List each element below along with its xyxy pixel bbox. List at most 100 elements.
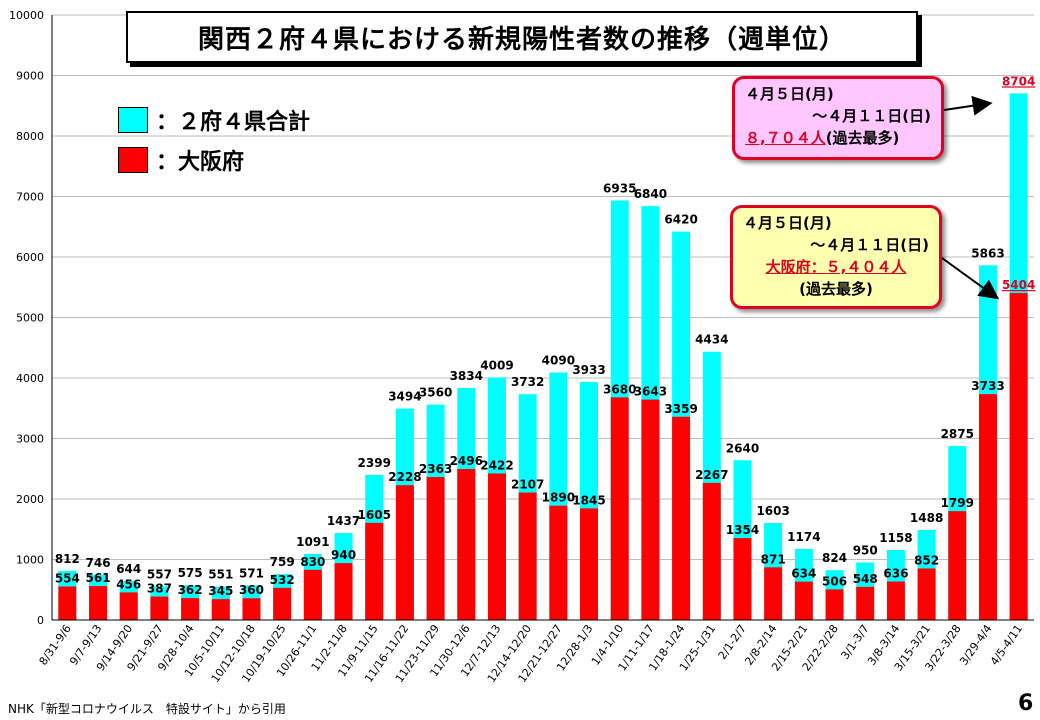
callout-osaka-date-end: ～４月１１日(日) xyxy=(810,236,929,254)
data-label-osaka: 554 xyxy=(55,571,80,585)
data-label-total: 1174 xyxy=(787,530,820,544)
callout-osaka-record: ４月５日(月) ～４月１１日(日) 大阪府：５,４０４人 (過去最多) xyxy=(730,205,942,309)
data-label-osaka: 362 xyxy=(178,583,203,597)
legend-label-total: ：２府４県合計 xyxy=(156,110,311,135)
bar-osaka xyxy=(672,416,691,620)
bars xyxy=(58,93,1028,620)
callout-total-count-value: ８,７０４人 xyxy=(745,129,826,147)
callout-total-count: ８,７０４人(過去最多) xyxy=(745,127,931,149)
data-label-total: 950 xyxy=(853,544,878,558)
data-label-total: 4009 xyxy=(480,358,513,372)
bar-osaka xyxy=(303,569,322,620)
bar-osaka xyxy=(119,592,138,620)
data-label-osaka: 2496 xyxy=(450,454,483,468)
bar-osaka xyxy=(794,581,813,620)
data-label-total: 2875 xyxy=(941,427,974,441)
bar-osaka xyxy=(365,522,384,620)
callout-osaka-count-value: 大阪府：５,４０４人 xyxy=(765,258,907,276)
y-tick-label: 7000 xyxy=(16,191,44,204)
bar-osaka xyxy=(181,598,200,620)
data-label-osaka: 830 xyxy=(300,555,325,569)
bar-osaka xyxy=(702,482,721,620)
data-label-osaka: 548 xyxy=(853,572,878,586)
y-tick-label: 8000 xyxy=(16,130,44,143)
data-label-osaka: 456 xyxy=(116,577,141,591)
bar-osaka xyxy=(457,468,476,620)
data-label-osaka: 1605 xyxy=(358,508,391,522)
data-label-osaka: 2267 xyxy=(695,468,728,482)
callout-total-record: ４月５日(月) ～４月１１日(日) ８,７０４人(過去最多) xyxy=(732,76,944,160)
data-label-osaka: 1890 xyxy=(542,491,575,505)
y-tick-label: 5000 xyxy=(16,312,44,325)
data-label-osaka: 3680 xyxy=(603,382,636,396)
y-tick-label: 4000 xyxy=(16,372,44,385)
data-label-osaka: 2107 xyxy=(511,478,544,492)
data-label-total: 3933 xyxy=(572,363,605,377)
data-label-osaka: 940 xyxy=(331,548,356,562)
x-tick-label: 3/1-3/7 xyxy=(838,622,871,662)
callout-osaka-date-start: ４月５日(月) xyxy=(743,214,832,232)
data-label-total: 1603 xyxy=(756,504,789,518)
data-label-total: 8704 xyxy=(1002,74,1035,88)
bar-osaka xyxy=(150,596,169,620)
data-label-osaka: 506 xyxy=(822,574,847,588)
bar-osaka xyxy=(856,586,875,620)
data-label-total: 1437 xyxy=(327,514,360,528)
data-label-osaka: 3643 xyxy=(634,385,667,399)
data-label-osaka: 3733 xyxy=(971,379,1004,393)
data-label-osaka: 2363 xyxy=(419,462,452,476)
data-label-osaka: 561 xyxy=(86,571,111,585)
bar-osaka xyxy=(89,586,108,620)
data-label-total: 557 xyxy=(147,567,172,581)
bar-osaka xyxy=(764,567,783,620)
data-label-total: 3834 xyxy=(450,369,483,383)
bar-osaka xyxy=(978,394,997,620)
page-number: 6 xyxy=(1018,691,1034,716)
bar-osaka xyxy=(1009,293,1028,620)
bar-osaka xyxy=(917,568,936,620)
data-label-total: 6840 xyxy=(634,187,667,201)
data-label-osaka: 636 xyxy=(883,567,908,581)
bar-osaka xyxy=(395,485,414,620)
y-tick-label: 9000 xyxy=(16,70,44,83)
bar-osaka xyxy=(518,492,537,620)
bar-osaka xyxy=(549,505,568,620)
callout-arrow-total xyxy=(943,95,993,116)
callout-total-note: (過去最多) xyxy=(825,129,900,147)
data-label-osaka: 345 xyxy=(208,584,233,598)
data-label-total: 3560 xyxy=(419,386,452,400)
data-label-osaka: 3359 xyxy=(664,402,697,416)
data-label-total: 2399 xyxy=(358,456,391,470)
legend-item-total: ：２府４県合計 xyxy=(118,100,310,140)
bar-osaka xyxy=(334,563,353,620)
data-label-osaka: 852 xyxy=(914,553,939,567)
x-axis: 8/31-9/69/7-9/139/14-9/209/21-9/279/28-1… xyxy=(37,619,1034,685)
data-label-total: 3494 xyxy=(388,390,421,404)
data-label-osaka: 1799 xyxy=(941,496,974,510)
bar-osaka xyxy=(426,477,445,620)
x-tick-label: 2/1-2/7 xyxy=(716,622,749,662)
y-tick-label: 2000 xyxy=(16,493,44,506)
callout-arrows xyxy=(941,95,1000,300)
legend-item-osaka: ：大阪府 xyxy=(118,140,310,180)
data-label-total: 1488 xyxy=(910,511,943,525)
bar-osaka xyxy=(948,511,967,620)
bar-osaka xyxy=(58,586,77,620)
legend-swatch-total xyxy=(118,107,148,133)
bar-osaka xyxy=(886,581,905,620)
bar-osaka xyxy=(273,587,292,620)
data-label-total: 551 xyxy=(208,568,233,582)
data-label-total: 812 xyxy=(55,552,80,566)
data-label-total: 4434 xyxy=(695,333,728,347)
callout-total-date-start: ４月５日(月) xyxy=(745,85,834,103)
chart-title: 関西２府４県における新規陽性者数の推移（週単位） xyxy=(126,11,918,63)
data-label-total: 575 xyxy=(178,566,203,580)
data-label-total: 4090 xyxy=(542,354,575,368)
bar-osaka xyxy=(733,538,752,620)
data-label-total: 2640 xyxy=(726,441,759,455)
bar-osaka xyxy=(580,508,599,620)
data-label-total: 1158 xyxy=(879,531,912,545)
legend: ：２府４県合計 ：大阪府 xyxy=(118,100,310,180)
